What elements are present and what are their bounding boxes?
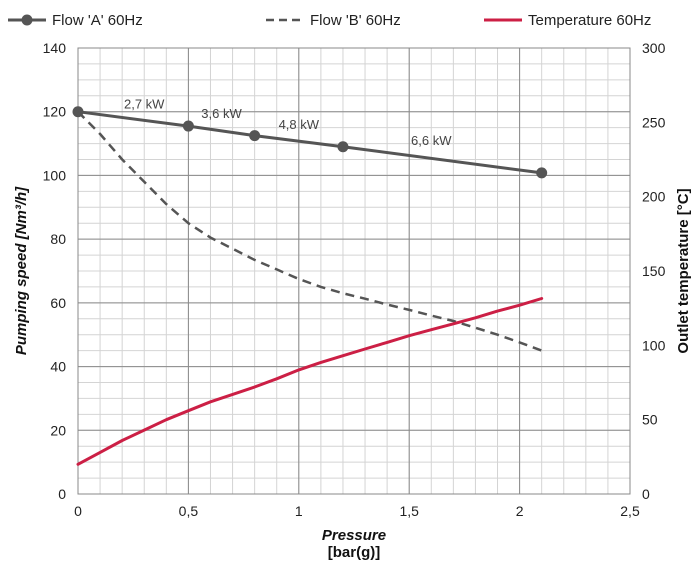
series-1-point: [337, 141, 349, 153]
x-tick-label: 2,5: [620, 503, 640, 519]
y-tick-label: 60: [50, 295, 66, 311]
y-tick-label: 100: [43, 167, 67, 183]
minor-gridlines: [77, 47, 631, 495]
series-1-point: [249, 130, 261, 142]
y2-tick-label: 150: [642, 263, 666, 279]
x-tick-label: 0: [74, 503, 82, 519]
x-tick-label: 0,5: [179, 503, 199, 519]
y2-axis-ticks: 0 50 100 150 200 250 300: [642, 40, 666, 502]
y-axis-ticks: 0 20 40 60 80 100 120 140: [43, 40, 67, 502]
legend-label-2: Flow 'B' 60Hz: [310, 12, 401, 29]
x-axis-title: Pressure: [322, 527, 386, 544]
plot-frame: [77, 47, 631, 495]
y2-tick-label: 0: [642, 486, 650, 502]
annotations: 2,7 kW 3,6 kW 4,8 kW 6,6 kW: [124, 97, 452, 149]
legend-marker-1: [21, 14, 33, 26]
y-tick-label: 80: [50, 231, 66, 247]
x-axis-ticks: 0 0,5 1 1,5 2 2,5: [74, 503, 640, 519]
series-line-2: [77, 110, 543, 352]
series-layer: [72, 106, 548, 466]
legend-label-3: Temperature 60Hz: [528, 12, 651, 29]
y2-tick-label: 200: [642, 189, 666, 205]
y2-tick-label: 300: [642, 40, 666, 56]
y2-tick-label: 250: [642, 114, 666, 130]
x-axis-unit: [bar(g)]: [328, 544, 381, 561]
series-1-point: [182, 120, 194, 132]
series-line-3: [76, 297, 544, 466]
y-tick-label: 120: [43, 104, 67, 120]
y-tick-label: 140: [43, 40, 67, 56]
power-annotation: 6,6 kW: [411, 133, 452, 148]
legend-label-1: Flow 'A' 60Hz: [52, 12, 143, 29]
power-annotation: 3,6 kW: [201, 106, 242, 121]
y-tick-label: 40: [50, 359, 66, 375]
power-annotation: 4,8 kW: [279, 117, 320, 132]
x-tick-label: 2: [516, 503, 524, 519]
y2-tick-label: 100: [642, 337, 666, 353]
y-axis-title: Pumping speed [Nm³/h]: [13, 186, 30, 355]
power-annotation: 2,7 kW: [124, 97, 165, 112]
y-tick-label: 0: [58, 486, 66, 502]
y-tick-label: 20: [50, 422, 66, 438]
legend: Flow 'A' 60Hz Flow 'B' 60Hz Temperature 60…: [8, 12, 651, 29]
x-tick-label: 1,5: [399, 503, 419, 519]
y2-tick-label: 50: [642, 412, 658, 428]
series-1-point: [536, 167, 548, 179]
x-tick-label: 1: [295, 503, 303, 519]
y2-axis-title: Outlet temperature [°C]: [675, 188, 692, 353]
